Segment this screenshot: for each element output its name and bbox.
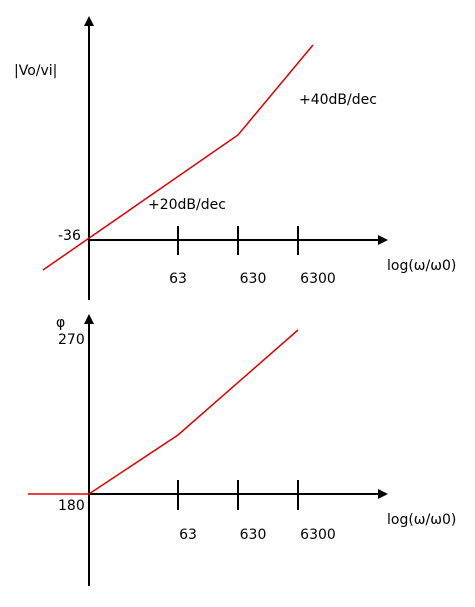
magnitude-tick-label-630: 630 — [240, 271, 267, 287]
phase-tick-label-6300: 6300 — [300, 527, 336, 543]
phase-ylabel: φ — [56, 315, 65, 331]
phase-tick-label-270: 270 — [58, 332, 85, 348]
phase-asymptote-line — [28, 329, 299, 495]
magnitude-plot: |Vo/vi| -36 log(ω/ω0) 63 630 6300 +20dB/… — [14, 16, 456, 300]
phase-xlabel: log(ω/ω0) — [387, 512, 456, 528]
phase-tick-label-630: 630 — [240, 527, 267, 543]
magnitude-ylabel: |Vo/vi| — [14, 63, 57, 79]
phase-plot: φ 270 180 log(ω/ω0) 63 630 6300 — [28, 314, 456, 586]
magnitude-asymptote-line — [42, 44, 314, 271]
magnitude-start-label: -36 — [58, 228, 81, 244]
magnitude-tick-label-6300: 6300 — [300, 271, 336, 287]
phase-tick-label-180: 180 — [58, 498, 85, 514]
slope-annotation-40db: +40dB/dec — [299, 92, 377, 108]
phase-tick-label-63: 63 — [179, 527, 197, 543]
magnitude-tick-label-63: 63 — [169, 271, 187, 287]
slope-annotation-20db: +20dB/dec — [148, 197, 226, 213]
magnitude-xlabel: log(ω/ω0) — [387, 258, 456, 274]
